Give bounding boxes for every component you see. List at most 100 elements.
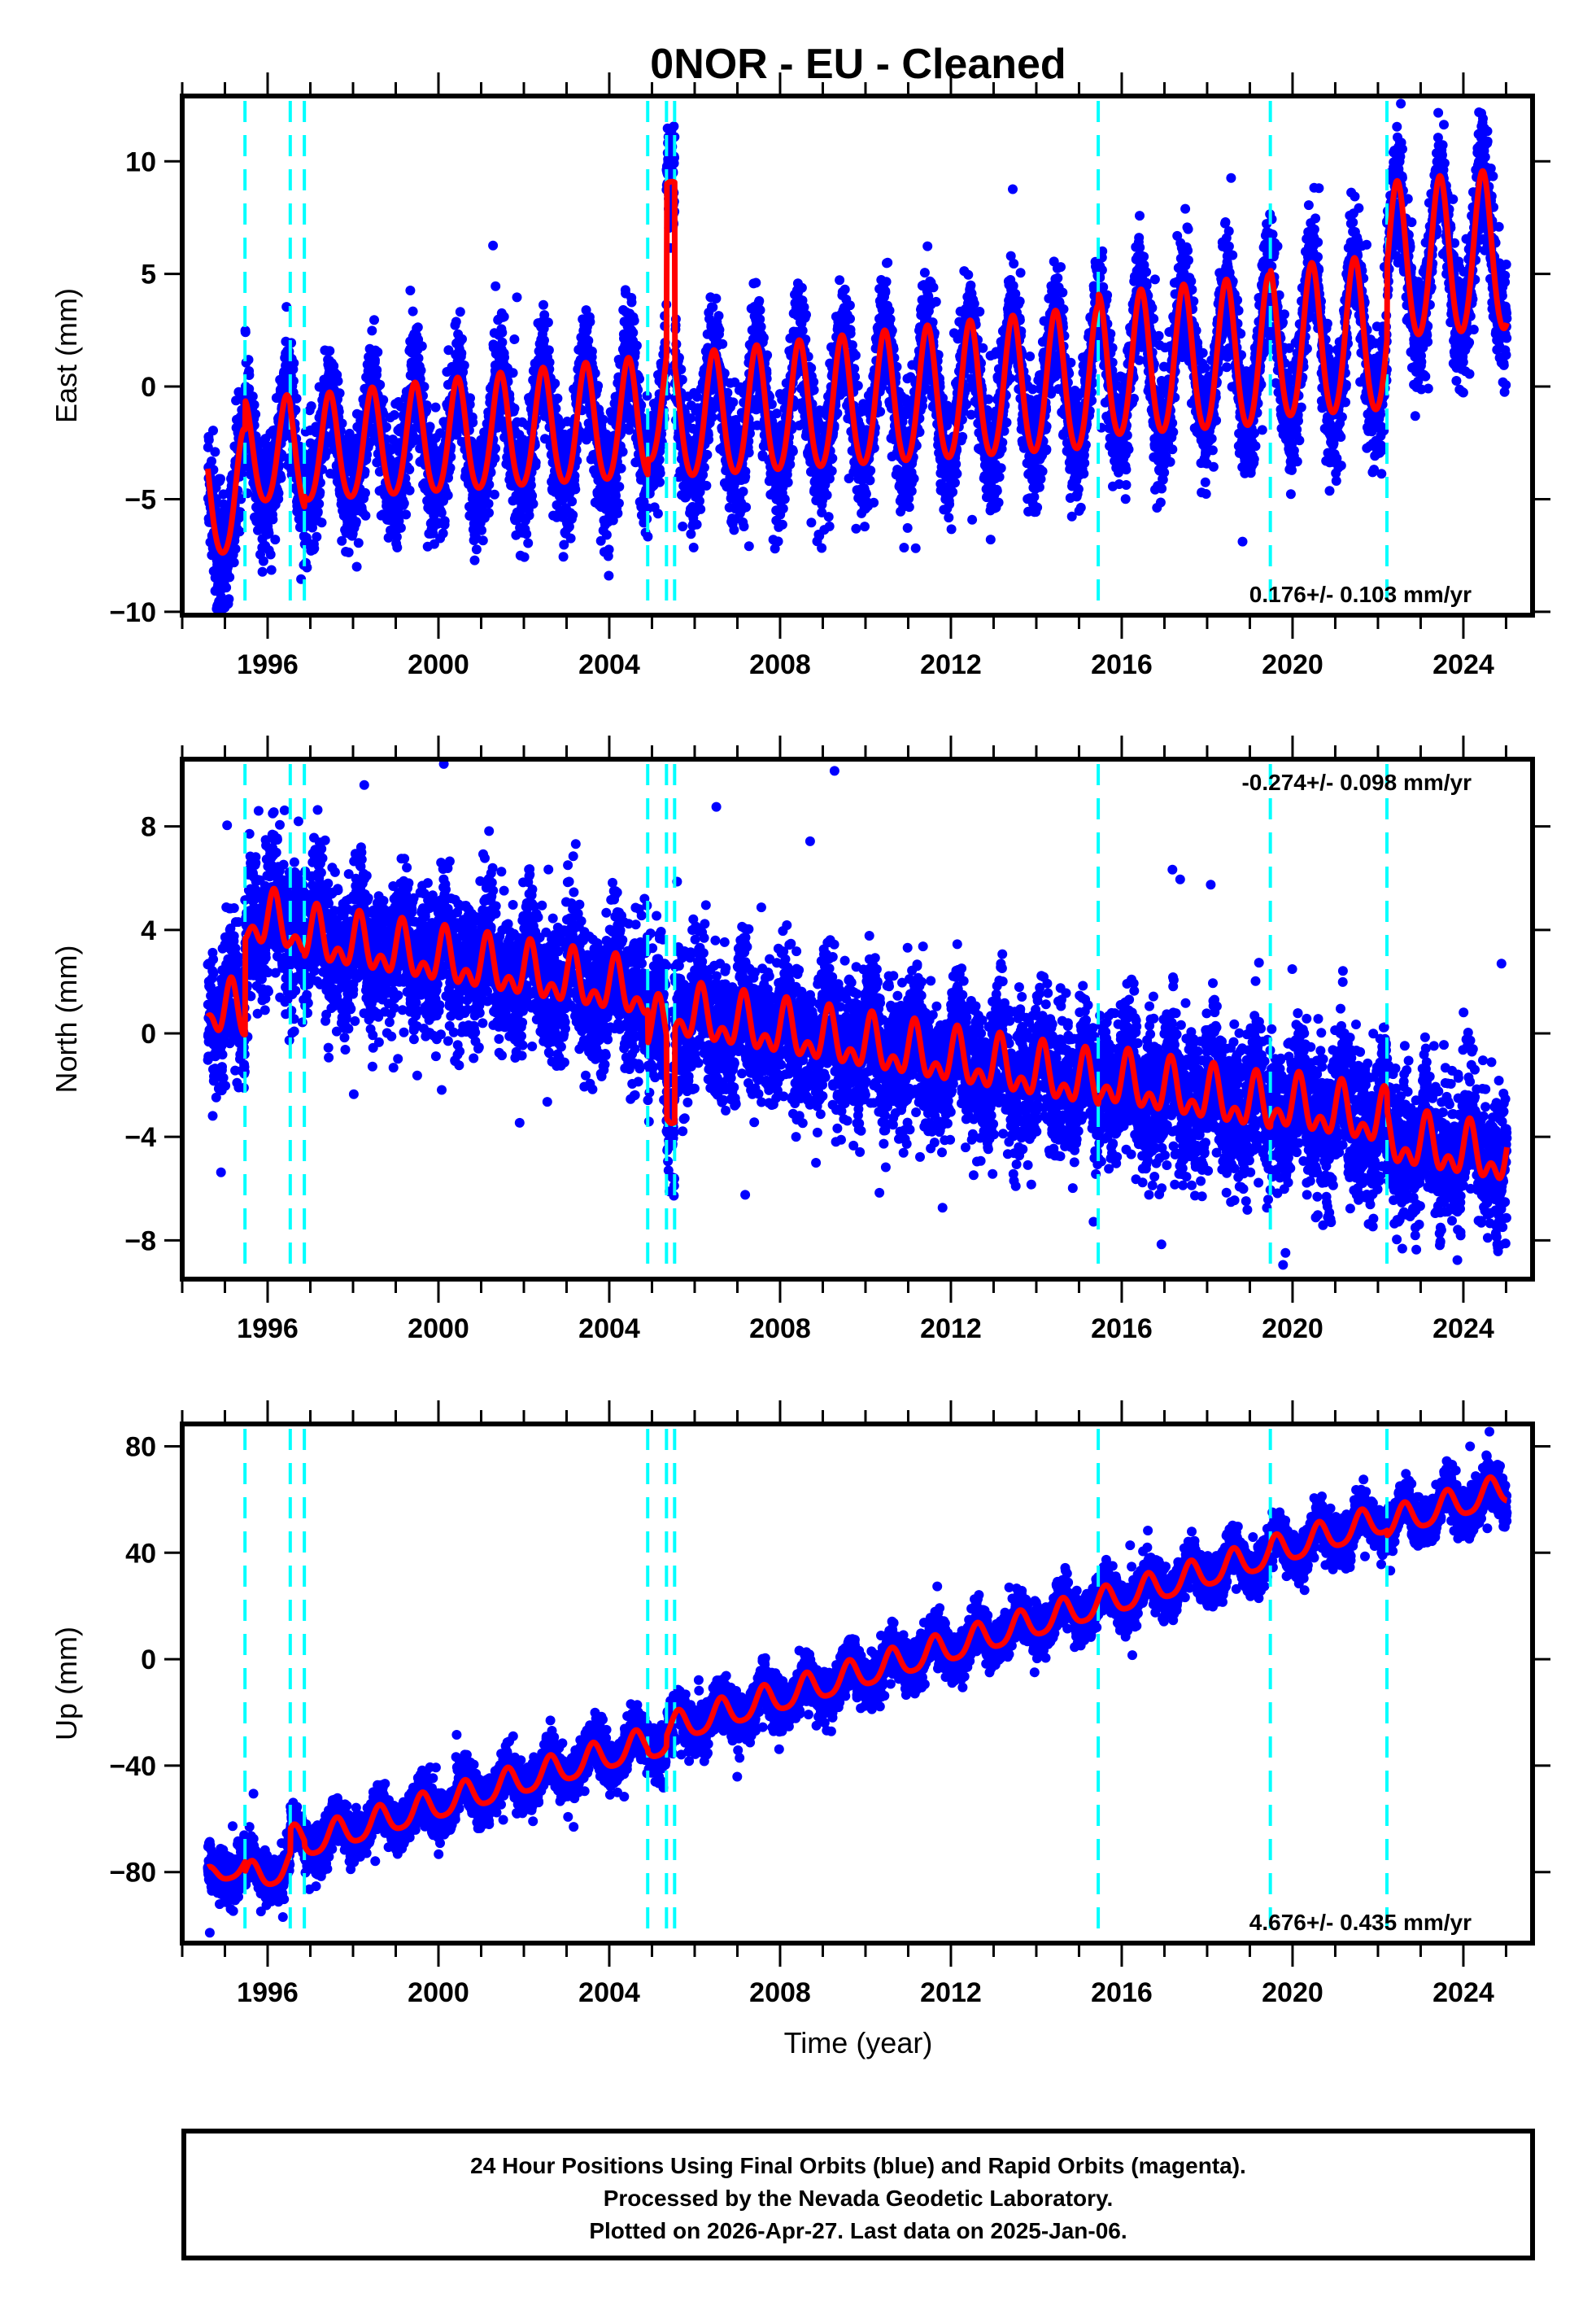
data-point	[570, 484, 581, 495]
data-point	[456, 348, 467, 359]
data-point	[203, 435, 214, 445]
data-point	[270, 535, 281, 545]
data-point	[484, 508, 494, 518]
data-point	[758, 333, 769, 343]
data-point	[817, 543, 827, 553]
data-point	[465, 393, 475, 404]
data-point	[216, 474, 225, 484]
data-point	[497, 327, 508, 338]
data-point	[416, 365, 426, 376]
data-point	[824, 521, 835, 531]
data-point	[755, 305, 765, 316]
data-point	[291, 393, 302, 404]
data-point	[762, 350, 773, 360]
data-point	[443, 490, 453, 500]
data-point	[389, 410, 399, 420]
data-point	[438, 528, 448, 539]
data-point	[416, 341, 427, 352]
data-point	[616, 463, 626, 474]
data-point	[604, 544, 614, 555]
data-point	[743, 541, 754, 552]
data-point	[391, 531, 402, 542]
data-point	[779, 494, 790, 504]
data-point	[707, 412, 717, 422]
data-point	[738, 487, 748, 497]
data-point	[509, 404, 520, 413]
data-point	[224, 594, 234, 605]
data-point	[696, 504, 706, 514]
data-point	[708, 302, 718, 312]
data-point	[489, 489, 499, 500]
data-point	[695, 496, 704, 506]
data-point	[539, 299, 548, 310]
data-point	[823, 512, 834, 522]
data-point	[360, 487, 370, 498]
data-point	[343, 547, 354, 557]
data-point	[631, 340, 642, 351]
data-point	[469, 555, 480, 566]
data-point	[751, 277, 761, 288]
data-point	[472, 618, 482, 627]
data-point	[528, 499, 539, 509]
data-point	[519, 552, 530, 562]
data-point	[652, 509, 663, 519]
data-point	[521, 529, 532, 539]
data-point	[477, 525, 486, 535]
data-point	[809, 385, 819, 395]
data-point	[337, 418, 347, 429]
data-point	[598, 414, 608, 425]
figure-title: 0NOR - EU - Cleaned	[650, 41, 1066, 88]
data-point	[678, 522, 688, 531]
data-point	[257, 566, 268, 577]
data-point	[221, 583, 232, 593]
data-point	[208, 426, 218, 436]
data-point	[593, 381, 604, 391]
data-point	[235, 507, 246, 518]
data-point	[565, 533, 576, 544]
data-point	[315, 487, 325, 498]
data-point	[613, 508, 623, 518]
data-point	[405, 286, 416, 295]
data-point	[273, 488, 284, 499]
data-point	[367, 325, 377, 336]
data-point	[203, 442, 213, 452]
data-point	[702, 449, 713, 460]
data-point	[539, 335, 549, 346]
data-point	[399, 498, 409, 509]
data-point	[509, 334, 520, 344]
data-point	[244, 384, 255, 394]
data-point	[583, 335, 594, 346]
data-point	[451, 317, 461, 327]
data-point	[316, 518, 327, 528]
data-point	[477, 535, 488, 546]
data-point	[806, 518, 817, 528]
data-point	[353, 538, 364, 548]
data-point	[439, 516, 450, 526]
data-point	[490, 453, 500, 464]
data-point	[401, 509, 412, 520]
data-point	[264, 528, 274, 539]
data-point	[523, 538, 534, 548]
data-point	[617, 447, 628, 457]
east-panel: 1996 2000 2004 2008 2012 2016 2020 2024−10−5051…	[50, 72, 1550, 680]
data-point	[587, 346, 597, 356]
data-point	[711, 293, 722, 304]
data-point	[704, 435, 714, 445]
data-point	[244, 370, 255, 380]
data-point	[266, 565, 277, 575]
data-point	[773, 536, 783, 547]
data-point	[455, 307, 465, 317]
data-point	[713, 311, 724, 321]
data-point	[604, 570, 614, 581]
data-point	[552, 393, 563, 404]
data-point	[729, 525, 739, 535]
data-point	[654, 455, 665, 465]
data-point	[827, 453, 838, 464]
data-point	[568, 510, 578, 520]
data-point	[378, 395, 389, 405]
data-point	[249, 400, 259, 410]
data-point	[408, 306, 418, 317]
data-point	[425, 421, 435, 432]
data-point	[312, 507, 323, 518]
